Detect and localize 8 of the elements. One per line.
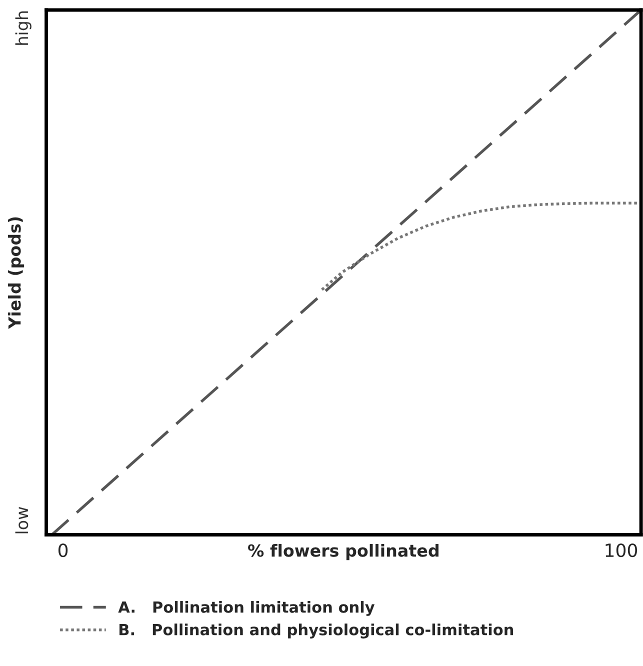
y-axis-title: Yield (pods) [8, 217, 24, 330]
legend-label: B. Pollination and physiological co-limitation [120, 624, 514, 638]
legend-label: A. Pollination limitation only [118, 601, 375, 616]
x-tick-label: 100 [606, 543, 638, 558]
text: high [15, 11, 32, 45]
x-tick-label: 0 [58, 543, 68, 558]
text: low [15, 507, 28, 534]
x-axis-title: % flowers pollinated [248, 544, 438, 560]
